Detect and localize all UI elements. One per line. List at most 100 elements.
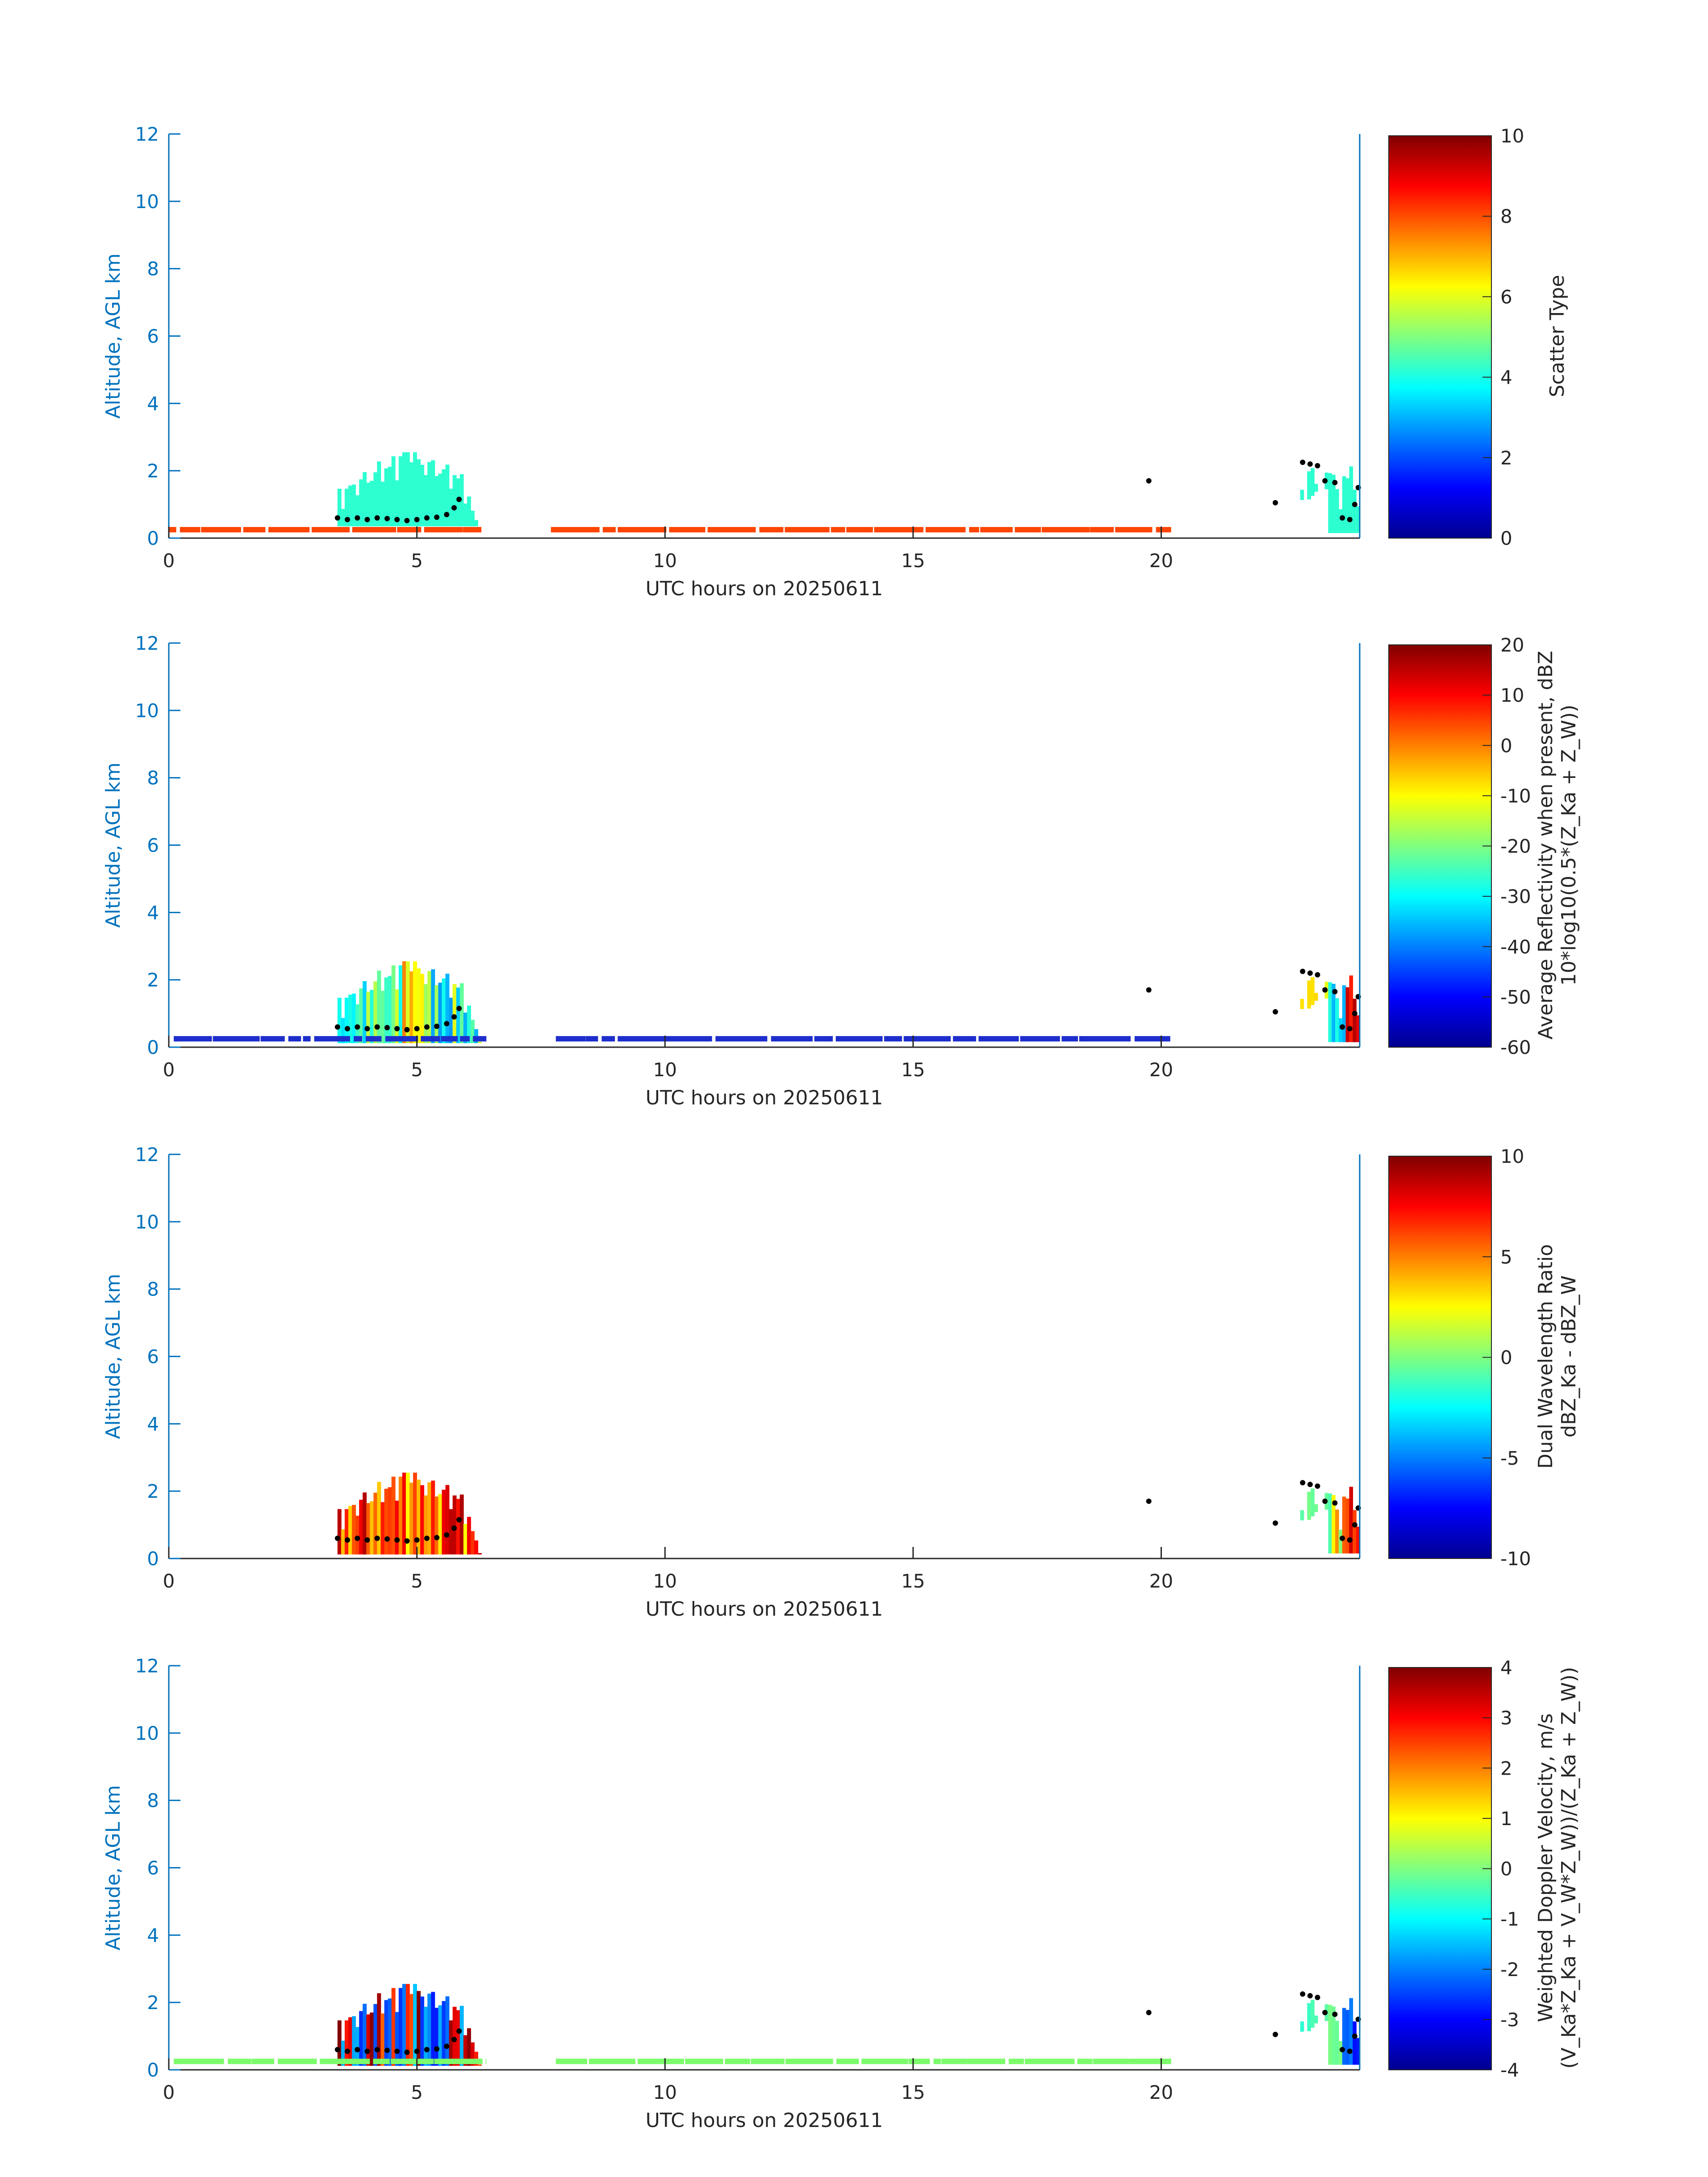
- echo-column: [463, 1012, 468, 1043]
- colorbar-tick-label: 0: [1500, 1858, 1512, 1880]
- echo-column: [1300, 2021, 1304, 2032]
- echo-column: [344, 2020, 349, 2066]
- cloud-base-point: [444, 1532, 450, 1538]
- cloud-base-point: [456, 2028, 462, 2034]
- echo-column: [1332, 984, 1336, 1042]
- colorbar-tick-label: -3: [1500, 2009, 1519, 2031]
- echo-column: [438, 982, 443, 1043]
- echo-column: [395, 989, 399, 1043]
- echo-column: [467, 1005, 471, 1043]
- echo-column: [370, 990, 374, 1043]
- echo-column: [424, 2006, 428, 2066]
- echo-column: [1332, 1495, 1336, 1554]
- echo-column: [456, 1499, 460, 1554]
- y-tick-label: 10: [135, 1722, 159, 1744]
- echo-column: [337, 1509, 342, 1554]
- surface-layer-segment: [421, 1036, 440, 1042]
- echo-column: [427, 462, 432, 526]
- echo-column: [1353, 1510, 1357, 1554]
- x-tick-label: 10: [653, 550, 677, 572]
- echo-column: [1335, 1509, 1339, 1554]
- cloud-base-point: [394, 517, 400, 522]
- echo-column: [355, 1516, 359, 1554]
- y-tick-label: 2: [147, 460, 159, 482]
- echo-column: [431, 1992, 435, 2066]
- cloud-base-point: [1300, 969, 1306, 974]
- echo-column: [344, 998, 349, 1043]
- cloud-base-point: [394, 2048, 400, 2054]
- echo-column: [434, 1496, 439, 1554]
- surface-layer-segment: [174, 1036, 212, 1042]
- cloud-base-point: [384, 2047, 390, 2053]
- panel-3: 0 2 4 6 8 10 12 0 5 10 15 20 UTC hours on 20250611 Al…: [102, 1144, 1580, 1621]
- surface-layer-segment: [585, 1036, 598, 1042]
- surface-layer-segment: [725, 2059, 750, 2064]
- echo-column: [388, 467, 392, 526]
- echo-column: [463, 1524, 468, 1554]
- colorbar-tick-label: 0: [1500, 527, 1512, 549]
- echo-column: [449, 1509, 453, 1554]
- cloud-base-point: [384, 516, 390, 522]
- echo-column: [373, 2004, 378, 2066]
- echo-column: [377, 1993, 381, 2066]
- cloud-base-point: [355, 2047, 360, 2052]
- cloud-base-point: [374, 1535, 380, 1541]
- echo-column: [402, 1984, 406, 2066]
- surface-layer-segment: [397, 527, 422, 533]
- echo-column: [377, 970, 381, 1043]
- echo-column: [395, 2012, 399, 2066]
- echo-column: [391, 1476, 396, 1554]
- cloud-base-point: [1352, 501, 1357, 507]
- echo-column: [449, 2020, 453, 2066]
- echo-column: [355, 2027, 359, 2066]
- echo-column: [431, 460, 435, 526]
- echo-column: [1338, 1018, 1343, 1042]
- echo-column: [391, 1988, 396, 2066]
- surface-layer-segment: [169, 527, 176, 533]
- surface-layer-segment: [1115, 527, 1153, 533]
- surface-layer-segment: [618, 1036, 665, 1042]
- echo-column: [341, 1018, 345, 1043]
- cloud-base-points: [334, 1991, 1361, 2055]
- echo-column: [395, 1500, 399, 1554]
- echo-column: [337, 2020, 342, 2066]
- cloud-base-point: [414, 1537, 420, 1543]
- colorbar-tick-label: 1: [1500, 1808, 1512, 1830]
- surface-layer-segment: [874, 527, 923, 533]
- echo-column: [1349, 1487, 1353, 1554]
- surface-layer-segment: [1128, 2059, 1171, 2064]
- echo-column: [344, 1509, 349, 1554]
- y-tick-label: 6: [147, 1857, 159, 1879]
- surface-layer-segment: [685, 2059, 723, 2064]
- echo-column: [1342, 2008, 1346, 2065]
- colorbar-label: dBZ_Ka - dBZ_W: [1558, 1275, 1580, 1437]
- surface-layer-segment: [759, 527, 784, 533]
- surface-layer-segment: [884, 1036, 902, 1042]
- echo-column: [1338, 509, 1343, 533]
- y-tick-label: 12: [135, 123, 159, 145]
- echo-column: [1353, 489, 1357, 533]
- colorbar: 0 2 4 6 8 10 Scatter Type: [1388, 125, 1569, 549]
- cloud-base-point: [345, 1026, 350, 1032]
- cloud-base-point: [1352, 1522, 1357, 1528]
- echo-column: [337, 998, 342, 1043]
- x-tick-label: 0: [163, 2081, 175, 2103]
- echo-column: [352, 1504, 356, 1554]
- cloud-base-point: [1322, 478, 1328, 484]
- cloud-base-points: [334, 969, 1361, 1032]
- x-tick-label: 20: [1149, 2081, 1173, 2103]
- cloud-base-point: [1352, 2033, 1357, 2039]
- axes: 0 2 4 6 8 10 12 0 5 10 15 20 UTC hours on 20250611 Al…: [102, 1655, 1361, 2132]
- x-tick-label: 5: [411, 1059, 423, 1081]
- surface-layer-segment: [836, 2059, 859, 2064]
- x-tick-label: 10: [653, 1570, 677, 1592]
- echo-column: [417, 968, 421, 1043]
- echo-column: [366, 482, 371, 526]
- cloud-base-point: [374, 2047, 380, 2052]
- surface-layer-segment: [201, 527, 241, 533]
- echo-column: [452, 984, 457, 1043]
- colorbar-tick-label: 5: [1500, 1246, 1512, 1268]
- echo-column: [478, 2064, 482, 2066]
- echo-column: [434, 2008, 439, 2066]
